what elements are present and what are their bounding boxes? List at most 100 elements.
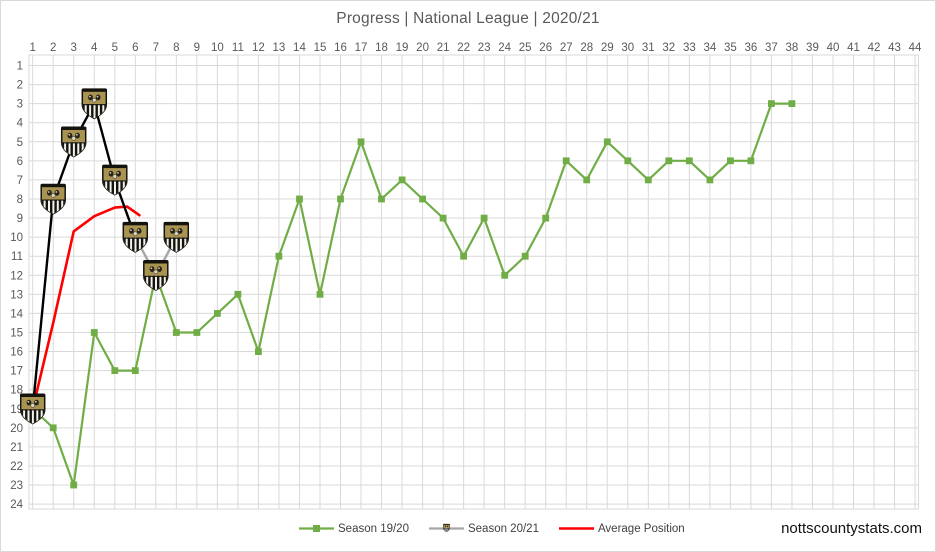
y-tick-label: 5 [17,137,23,149]
y-tick-label: 14 [10,308,23,320]
y-tick-label: 22 [10,461,23,473]
season-19-20-marker [788,100,796,107]
legend-item-season-19-20: Season 19/20 [298,522,409,535]
legend-item-average-position: Average Position [558,522,685,535]
x-tick-label: 29 [601,42,614,54]
season-20-21-legend-marker [428,522,464,535]
x-tick-label: 35 [724,42,737,54]
x-tick-label: 14 [293,42,306,54]
legend: Season 19/20 Season 20/21 Average Positi… [298,522,685,535]
season-19-20-marker [234,290,242,298]
y-tick-label: 23 [10,480,23,492]
x-tick-label: 2 [50,42,56,54]
x-tick-label: 43 [888,42,901,54]
x-tick-label: 31 [642,42,655,54]
x-tick-label: 30 [621,42,634,54]
x-tick-label: 32 [662,42,675,54]
club-badge-marker [81,88,107,121]
legend-label-season-20-21: Season 20/21 [467,522,539,535]
y-tick-label: 7 [17,175,23,187]
x-tick-label: 34 [703,42,716,54]
x-tick-label: 28 [580,42,593,54]
legend-label-season-19-20: Season 19/20 [338,522,409,535]
x-tick-label: 23 [478,42,491,54]
season-19-20-marker [685,157,693,165]
y-tick-label: 2 [17,80,23,92]
x-tick-label: 40 [827,42,840,54]
season-19-20-marker [419,195,426,203]
club-badge-marker [122,221,148,254]
season-19-20-marker [255,348,262,355]
y-tick-label: 11 [11,251,23,263]
y-tick-label: 6 [17,156,23,168]
season-19-20-marker [460,252,467,260]
y-tick-label: 3 [17,99,23,111]
y-tick-label: 15 [10,327,23,339]
club-badge-marker [143,259,169,292]
x-tick-label: 26 [539,42,552,54]
x-tick-label: 9 [194,42,200,54]
club-badge-marker [163,221,189,254]
x-tick-label: 18 [375,42,388,54]
season-19-20-marker [337,195,344,203]
x-tick-label: 39 [806,42,819,54]
season-19-20-marker [644,176,652,184]
season-19-20-marker [296,195,303,203]
x-tick-label: 20 [416,42,429,54]
y-tick-label: 4 [17,118,24,130]
season-19-20-marker [562,157,570,165]
x-tick-label: 13 [273,42,286,54]
season-19-20-marker [111,367,119,374]
season-19-20-marker [275,252,283,260]
x-tick-label: 38 [786,42,799,54]
x-tick-label: 1 [29,42,35,54]
season-19-20-marker [70,481,78,489]
season-19-20-marker [583,176,591,184]
x-tick-label: 25 [519,42,532,54]
season-19-20-marker [603,138,611,146]
x-tick-label: 11 [232,42,244,54]
season-19-20-marker [768,100,775,107]
y-tick-label: 17 [10,366,23,378]
x-tick-label: 33 [683,42,696,54]
season-19-20-marker [49,424,57,432]
season-19-20-marker [193,329,201,336]
x-tick-label: 37 [765,42,778,54]
y-tick-label: 1 [17,61,23,73]
x-tick-label: 41 [847,42,860,54]
x-tick-label: 4 [91,42,98,54]
season-19-20-marker [439,214,447,222]
x-tick-label: 19 [396,42,409,54]
season-19-20-marker [214,310,221,317]
y-tick-label: 9 [17,213,23,225]
x-tick-label: 22 [457,42,470,54]
y-tick-label: 24 [10,499,23,511]
x-tick-label: 24 [498,42,511,54]
x-tick-label: 8 [173,42,179,54]
season-19-20-marker [480,214,488,222]
season-19-20-marker [706,176,714,184]
season-19-20-marker [521,252,529,260]
y-tick-label: 18 [10,385,23,397]
y-tick-label: 13 [10,289,23,301]
club-badge-marker [40,183,66,216]
season-20-21-segment [31,198,55,409]
season-19-20-marker [501,271,509,279]
x-tick-label: 12 [252,42,265,54]
season-19-20-marker [542,214,550,222]
season-19-20-marker [747,157,755,165]
season-19-20-marker [172,329,180,336]
season-19-20-marker [90,329,98,336]
season-19-20-marker [398,176,406,184]
club-badge-marker [61,126,87,159]
x-tick-label: 17 [355,42,368,54]
y-tick-label: 16 [10,347,23,359]
x-tick-label: 27 [560,42,573,54]
gridlines [28,54,919,510]
season-19-20-marker [378,195,385,203]
x-tick-label: 15 [314,42,327,54]
season-19-20-legend-marker [299,525,334,532]
